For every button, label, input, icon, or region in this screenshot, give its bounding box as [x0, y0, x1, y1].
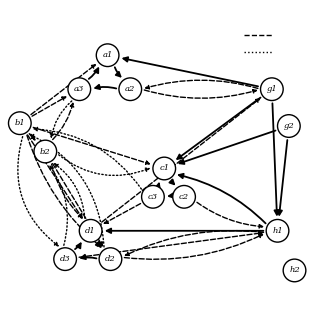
Text: b2: b2 — [40, 148, 51, 156]
Text: c1: c1 — [159, 164, 169, 172]
Circle shape — [141, 186, 164, 208]
Circle shape — [79, 220, 102, 242]
Text: d1: d1 — [85, 227, 96, 235]
Circle shape — [99, 248, 122, 270]
Circle shape — [266, 220, 289, 242]
Text: a1: a1 — [102, 51, 113, 59]
Text: a3: a3 — [74, 85, 84, 93]
Circle shape — [260, 78, 283, 100]
Circle shape — [283, 259, 306, 282]
Text: h1: h1 — [272, 227, 283, 235]
Text: g1: g1 — [267, 85, 277, 93]
Text: c3: c3 — [148, 193, 158, 201]
Circle shape — [54, 248, 76, 270]
Circle shape — [68, 78, 91, 100]
Text: d2: d2 — [105, 255, 116, 263]
Circle shape — [96, 44, 119, 67]
Text: h2: h2 — [289, 267, 300, 275]
Circle shape — [119, 78, 141, 100]
Circle shape — [277, 115, 300, 137]
Text: b1: b1 — [14, 119, 25, 127]
Text: c2: c2 — [179, 193, 189, 201]
Circle shape — [9, 112, 31, 134]
Circle shape — [173, 186, 196, 208]
Text: a2: a2 — [125, 85, 135, 93]
Text: g2: g2 — [284, 122, 294, 130]
Circle shape — [34, 140, 57, 163]
Circle shape — [153, 157, 176, 180]
Text: d3: d3 — [60, 255, 70, 263]
